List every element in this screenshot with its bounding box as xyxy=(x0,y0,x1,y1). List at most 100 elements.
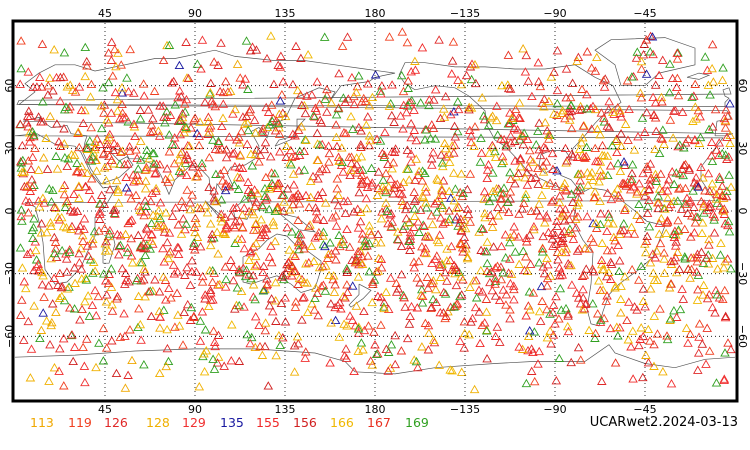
station-triangle xyxy=(658,125,668,134)
station-triangle xyxy=(616,281,626,290)
station-triangle xyxy=(268,217,278,226)
station-triangle xyxy=(712,189,722,199)
station-triangle xyxy=(531,206,542,215)
station-triangle xyxy=(548,307,558,317)
station-triangle xyxy=(57,245,67,255)
station-triangle xyxy=(342,280,352,289)
station-triangle xyxy=(434,35,444,44)
station-triangle xyxy=(294,199,305,208)
station-triangle xyxy=(179,99,190,108)
station-triangle xyxy=(162,164,172,173)
station-triangle xyxy=(243,177,253,186)
station-triangle xyxy=(131,175,142,184)
station-triangle xyxy=(602,291,612,300)
station-triangle xyxy=(321,164,331,174)
station-triangle xyxy=(724,170,734,179)
station-triangle xyxy=(515,161,526,171)
station-triangle xyxy=(396,182,406,191)
station-triangle xyxy=(590,143,600,153)
station-triangle xyxy=(226,211,237,220)
station-triangle xyxy=(571,288,582,297)
station-triangle xyxy=(131,190,141,199)
station-triangle xyxy=(290,266,301,276)
station-triangle xyxy=(112,106,123,115)
station-triangle xyxy=(695,111,705,121)
station-triangle xyxy=(419,221,430,230)
station-triangle xyxy=(352,204,363,213)
station-triangle xyxy=(402,37,413,47)
station-triangle xyxy=(383,159,393,169)
station-triangle xyxy=(282,222,292,232)
station-triangle xyxy=(418,192,429,201)
station-triangle xyxy=(563,326,574,336)
lon-tick-top: 90 xyxy=(188,7,202,20)
station-triangle xyxy=(177,108,188,118)
station-triangle xyxy=(54,215,65,224)
station-triangle xyxy=(108,145,119,155)
station-triangle xyxy=(206,234,217,243)
station-triangle xyxy=(93,291,104,301)
station-triangle xyxy=(690,79,700,88)
station-triangle xyxy=(215,86,225,96)
station-triangle xyxy=(187,266,197,276)
station-triangle xyxy=(17,295,27,304)
station-triangle xyxy=(115,113,125,123)
station-triangle xyxy=(476,133,486,142)
station-triangle xyxy=(73,127,84,136)
station-triangle xyxy=(376,237,386,247)
station-triangle xyxy=(135,105,146,114)
station-triangle xyxy=(388,189,398,198)
station-triangle xyxy=(400,302,410,311)
station-triangle xyxy=(55,343,65,353)
station-triangle xyxy=(45,73,55,82)
station-triangle xyxy=(205,285,216,295)
station-triangle xyxy=(539,102,549,111)
station-triangle xyxy=(484,196,495,206)
station-triangle xyxy=(213,136,224,145)
station-triangle xyxy=(86,79,97,89)
station-triangle xyxy=(51,151,61,160)
station-triangle xyxy=(158,101,168,110)
station-triangle xyxy=(220,229,231,238)
station-triangle xyxy=(566,106,577,115)
station-triangle xyxy=(650,98,661,107)
station-triangle xyxy=(160,117,170,127)
station-triangle xyxy=(451,265,461,274)
station-triangle xyxy=(435,272,446,281)
station-triangle xyxy=(147,229,157,238)
station-triangle xyxy=(402,333,413,343)
station-triangle xyxy=(172,267,183,276)
station-triangle xyxy=(381,344,392,353)
station-triangle xyxy=(439,112,450,121)
station-triangle xyxy=(595,165,605,175)
station-triangle xyxy=(638,168,648,178)
station-triangle xyxy=(293,279,303,288)
station-triangle xyxy=(246,206,257,216)
station-triangle xyxy=(664,174,674,184)
station-triangle xyxy=(623,135,633,144)
station-triangle xyxy=(628,374,638,383)
coastline xyxy=(348,283,372,308)
station-triangle xyxy=(440,289,451,298)
station-triangle xyxy=(95,207,105,216)
station-triangle xyxy=(310,103,321,112)
station-triangle xyxy=(169,269,180,278)
station-triangle xyxy=(276,298,287,308)
station-triangle xyxy=(723,216,734,226)
station-triangle xyxy=(535,316,546,325)
station-triangle xyxy=(36,218,47,228)
station-triangle xyxy=(547,228,558,238)
station-triangle xyxy=(239,302,249,311)
station-triangle xyxy=(572,56,582,65)
station-triangle xyxy=(627,264,637,274)
station-triangle xyxy=(69,189,79,199)
station-triangle xyxy=(538,231,548,241)
station-triangle xyxy=(203,117,214,126)
station-triangle xyxy=(572,200,582,210)
station-triangle xyxy=(300,108,311,118)
station-triangle xyxy=(440,91,451,101)
station-triangle xyxy=(95,209,105,218)
station-triangle xyxy=(450,301,460,310)
lon-tick-bottom: 180 xyxy=(365,403,386,416)
station-triangle xyxy=(615,108,626,117)
